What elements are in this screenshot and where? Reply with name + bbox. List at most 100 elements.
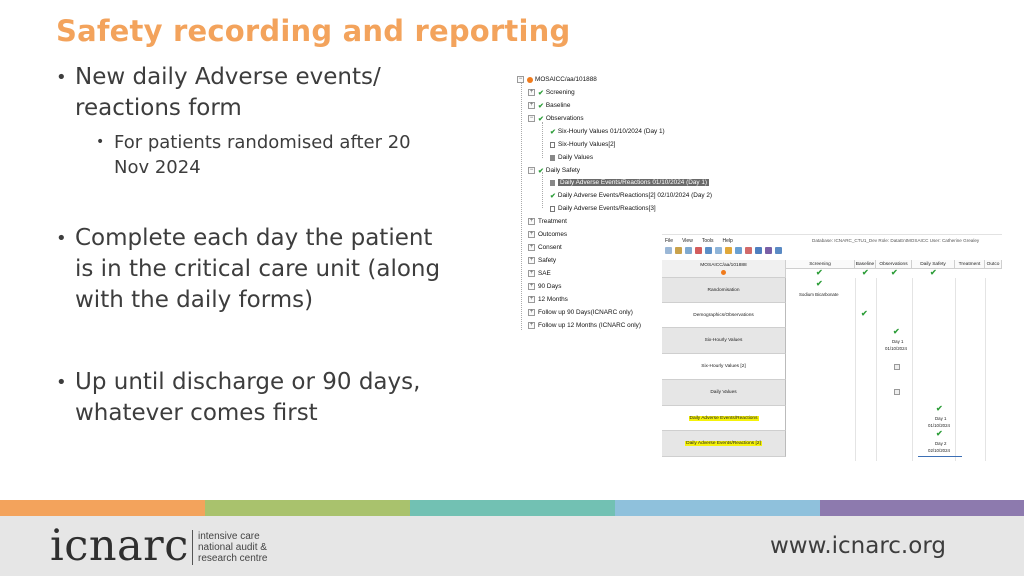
toolbar-icon[interactable] bbox=[755, 247, 762, 254]
footer-stripe bbox=[410, 500, 615, 516]
tree-item-ae-3[interactable]: Daily Adverse Events/Reactions[3] bbox=[550, 203, 656, 214]
toolbar-icon[interactable] bbox=[745, 247, 752, 254]
toolbar-icon[interactable] bbox=[675, 247, 682, 254]
expand-icon[interactable]: + bbox=[528, 309, 535, 316]
toolbar-icon[interactable] bbox=[695, 247, 702, 254]
check-icon: ✔ bbox=[550, 192, 556, 200]
tree-item-consent[interactable]: + Consent bbox=[528, 244, 562, 251]
forms-grid: File View Tools Help Database: ICNARC_CT… bbox=[662, 234, 1002, 461]
tree-item-90-days[interactable]: +90 Days bbox=[528, 283, 562, 290]
tree-item-daily-values[interactable]: Daily Values bbox=[550, 152, 593, 163]
bullet-item: Up until discharge or 90 days, whatever … bbox=[56, 367, 496, 429]
column-header-observations[interactable]: Observations bbox=[876, 260, 912, 269]
toolbar-icon[interactable] bbox=[765, 247, 772, 254]
tree-item-observations[interactable]: − ✔ Observations bbox=[528, 115, 584, 123]
tree-item-treatment[interactable]: + Treatment bbox=[528, 218, 567, 225]
tree-item-fu-12[interactable]: + Follow up 12 Months (ICNARC only) bbox=[528, 322, 641, 329]
ae1-day: Day 1 bbox=[935, 416, 947, 421]
footer-stripe bbox=[205, 500, 410, 516]
row-daily-values[interactable]: Daily Values bbox=[662, 380, 786, 406]
expand-icon[interactable]: + bbox=[528, 231, 535, 238]
collapse-icon[interactable]: − bbox=[528, 167, 535, 174]
check-icon: ✔ bbox=[538, 102, 544, 110]
column-header-outcomes[interactable]: Outco bbox=[985, 260, 1002, 269]
slide-title: Safety recording and reporting bbox=[56, 14, 571, 48]
menu-help[interactable]: Help bbox=[722, 238, 733, 244]
check-icon: ✔ bbox=[816, 268, 823, 277]
column-header-treatment[interactable]: Treatment bbox=[955, 260, 985, 269]
expand-icon[interactable]: + bbox=[528, 218, 535, 225]
expand-icon[interactable]: + bbox=[528, 322, 535, 329]
tree-item-six-hourly-2[interactable]: Six-Hourly Values[2] bbox=[550, 139, 615, 150]
website-url[interactable]: www.icnarc.org bbox=[770, 533, 946, 559]
column-header-daily-safety[interactable]: Daily Safety bbox=[912, 260, 955, 269]
tree-item-ae-1[interactable]: Daily Adverse Events/Reactions 01/10/202… bbox=[550, 177, 710, 188]
tree-item-screening[interactable]: + ✔ Screening bbox=[528, 89, 575, 97]
form-icon[interactable] bbox=[894, 364, 900, 370]
ae2-date: 02/10/2024 bbox=[928, 448, 950, 453]
check-icon: ✔ bbox=[816, 279, 823, 288]
expand-icon[interactable]: + bbox=[528, 270, 535, 277]
toolbar-icon[interactable] bbox=[715, 247, 722, 254]
row-randomisation[interactable]: Randomisation bbox=[662, 278, 786, 303]
column-header-screening[interactable]: Screening bbox=[786, 260, 855, 269]
footer-stripe bbox=[615, 500, 820, 516]
tree-item-fu-90[interactable]: + Follow up 90 Days(ICNARC only) bbox=[528, 309, 633, 316]
session-info: Database: ICNARC_CTU1_Dev Role: DataEntM… bbox=[812, 238, 980, 243]
toolbar-icon[interactable] bbox=[725, 247, 732, 254]
tree-item-safety[interactable]: + Safety bbox=[528, 257, 557, 264]
sub-bullet-item: For patients randomised after 20 Nov 202… bbox=[96, 130, 476, 180]
tree-item-ae-2[interactable]: ✔ Daily Adverse Events/Reactions[2] 02/10… bbox=[550, 192, 713, 200]
collapse-icon[interactable]: − bbox=[517, 76, 524, 83]
expand-icon[interactable]: + bbox=[528, 244, 535, 251]
check-icon: ✔ bbox=[550, 128, 556, 136]
tree-item-outcomes[interactable]: + Outcomes bbox=[528, 231, 568, 238]
logo-tagline: intensive care national audit & research… bbox=[198, 531, 268, 564]
row-daily-ae-2[interactable]: Daily Adverse Events/Reactions [2] bbox=[662, 431, 786, 457]
six-hourly-day: Day 1 bbox=[892, 339, 904, 344]
collapse-icon[interactable]: − bbox=[528, 115, 535, 122]
document-icon bbox=[550, 205, 555, 212]
check-icon: ✔ bbox=[862, 268, 869, 277]
check-icon: ✔ bbox=[538, 167, 544, 175]
expand-icon[interactable]: + bbox=[528, 89, 535, 96]
tree-item-baseline[interactable]: + ✔ Baseline bbox=[528, 102, 571, 110]
logo-divider bbox=[192, 530, 193, 565]
menu-bar: File View Tools Help bbox=[665, 238, 733, 244]
expand-icon[interactable]: + bbox=[528, 257, 535, 264]
ae2-day: Day 2 bbox=[935, 441, 947, 446]
check-icon: ✔ bbox=[936, 429, 943, 438]
toolbar-icon[interactable] bbox=[665, 247, 672, 254]
check-icon: ✔ bbox=[538, 115, 544, 123]
row-demographics[interactable]: Demographics/Observations bbox=[662, 303, 786, 328]
check-icon: ✔ bbox=[538, 89, 544, 97]
six-hourly-date: 01/10/2024 bbox=[885, 346, 907, 351]
expand-icon[interactable]: + bbox=[528, 102, 535, 109]
tree-item-12-months[interactable]: +12 Months bbox=[528, 296, 568, 303]
expand-icon[interactable]: + bbox=[528, 283, 535, 290]
tree-item-six-hourly-1[interactable]: ✔ Six-Hourly Values 01/10/2024 (Day 1) bbox=[550, 128, 665, 136]
toolbar-icon[interactable] bbox=[705, 247, 712, 254]
bullet-item: Complete each day the patient is in the … bbox=[56, 223, 496, 316]
footer-stripe bbox=[0, 500, 205, 516]
menu-view[interactable]: View bbox=[682, 238, 693, 244]
column-header-baseline[interactable]: Baseline bbox=[855, 260, 876, 269]
expand-icon[interactable]: + bbox=[528, 296, 535, 303]
document-icon bbox=[550, 141, 555, 148]
row-six-hourly-2[interactable]: Six-Hourly Values [2] bbox=[662, 354, 786, 380]
tree-root[interactable]: − MOSAICC/aa/101888 bbox=[517, 76, 597, 83]
menu-file[interactable]: File bbox=[665, 238, 674, 244]
document-icon bbox=[550, 154, 555, 161]
row-six-hourly[interactable]: Six-Hourly Values bbox=[662, 328, 786, 354]
toolbar-icon[interactable] bbox=[775, 247, 782, 254]
randomisation-value: Sodium Bicarbonate bbox=[799, 292, 839, 297]
check-icon: ✔ bbox=[861, 309, 868, 318]
tree-item-daily-safety[interactable]: − ✔ Daily Safety bbox=[528, 167, 580, 175]
ae1-date: 01/10/2024 bbox=[928, 423, 950, 428]
row-daily-ae[interactable]: Daily Adverse Events/Reactions bbox=[662, 406, 786, 431]
menu-tools[interactable]: Tools bbox=[701, 238, 714, 244]
toolbar-icon[interactable] bbox=[735, 247, 742, 254]
tree-item-sae[interactable]: + SAE bbox=[528, 270, 551, 277]
form-icon[interactable] bbox=[894, 389, 900, 395]
toolbar-icon[interactable] bbox=[685, 247, 692, 254]
